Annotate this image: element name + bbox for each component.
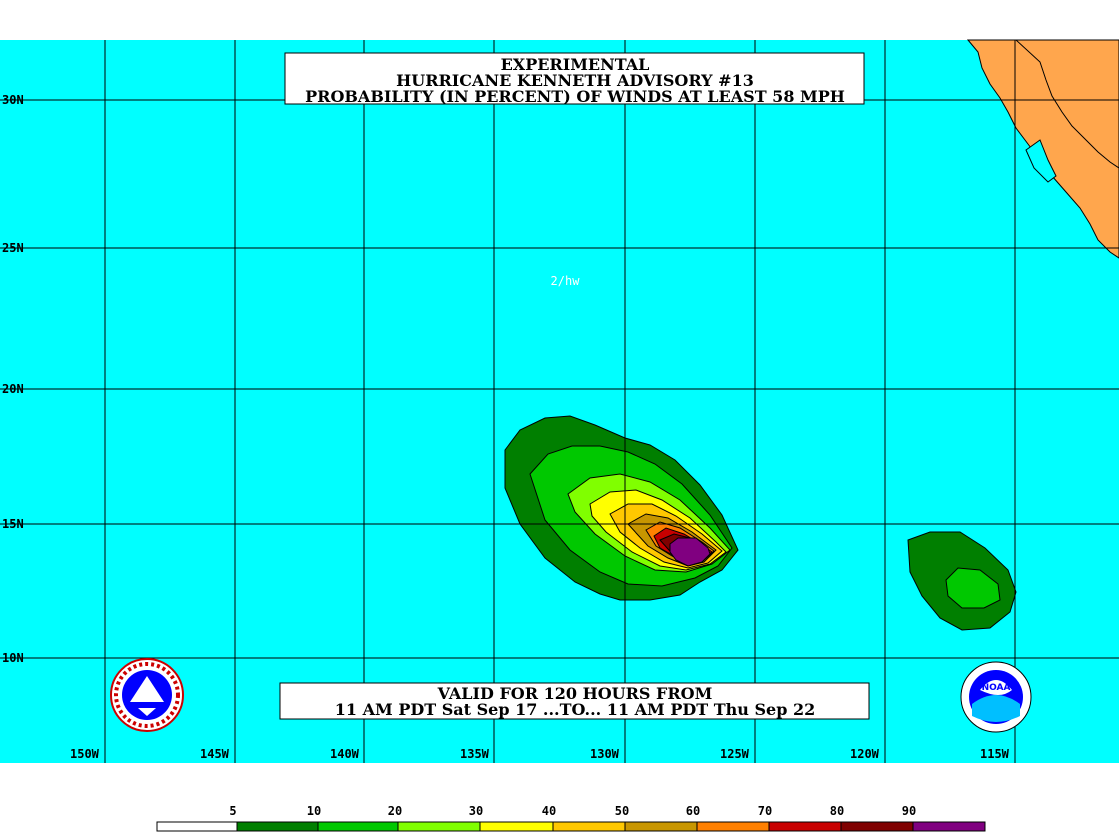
land-mexico	[966, 39, 1119, 259]
valid-period-box: VALID FOR 120 HOURS FROM 11 AM PDT Sat S…	[279, 682, 870, 720]
nws-logo	[110, 658, 184, 732]
title-line-3: PROBABILITY (IN PERCENT) OF WINDS AT LEA…	[305, 87, 845, 106]
title-line-1: EXPERIMENTAL	[501, 55, 650, 74]
legend-swatch	[156, 821, 238, 832]
legend-labels: 5 10 20 30 40 50 60 70 80 90	[229, 804, 916, 818]
noaa-logo: NOAA	[960, 661, 1032, 733]
lon-label: 145W	[200, 747, 230, 761]
legend-swatch	[624, 821, 698, 832]
legend-swatch	[768, 821, 842, 832]
legend-label: 20	[388, 804, 402, 818]
legend-swatch	[479, 821, 554, 832]
longitude-labels: 150W 145W 140W 135W 130W 125W 120W 115W	[70, 747, 1010, 761]
legend-swatch	[236, 821, 319, 832]
legend-swatch	[912, 821, 986, 832]
title-box: EXPERIMENTAL HURRICANE KENNETH ADVISORY …	[284, 52, 865, 106]
legend-label: 50	[615, 804, 629, 818]
title-line-2: HURRICANE KENNETH ADVISORY #13	[396, 71, 754, 90]
latitude-labels: 30N 25N 20N 15N 10N	[2, 93, 24, 665]
probability-legend: 5 10 20 30 40 50 60 70 80 90	[156, 804, 986, 832]
svg-text:NOAA: NOAA	[982, 683, 1011, 693]
forecaster-note: 2/hw	[551, 274, 581, 288]
lon-label: 130W	[590, 747, 620, 761]
legend-label: 10	[307, 804, 321, 818]
lon-label: 150W	[70, 747, 100, 761]
lon-label: 140W	[330, 747, 360, 761]
legend-swatch	[552, 821, 626, 832]
legend-label: 5	[229, 804, 236, 818]
legend-label: 40	[542, 804, 556, 818]
legend-swatch	[840, 821, 914, 832]
legend-label: 60	[686, 804, 700, 818]
lat-label: 30N	[2, 93, 24, 107]
legend-swatch	[696, 821, 770, 832]
lat-label: 10N	[2, 651, 24, 665]
legend-label: 90	[902, 804, 916, 818]
legend-swatch	[397, 821, 481, 832]
lon-label: 115W	[980, 747, 1010, 761]
lat-lon-grid	[0, 40, 1119, 763]
legend-swatch	[317, 821, 399, 832]
probability-contours-secondary	[907, 531, 1017, 631]
legend-label: 30	[469, 804, 483, 818]
lat-label: 15N	[2, 517, 24, 531]
lat-label: 20N	[2, 382, 24, 396]
legend-swatches	[156, 821, 986, 832]
legend-label: 80	[830, 804, 844, 818]
legend-label: 70	[758, 804, 772, 818]
lon-label: 135W	[460, 747, 490, 761]
lon-label: 125W	[720, 747, 750, 761]
lat-label: 25N	[2, 241, 24, 255]
ocean-background	[0, 40, 1119, 763]
valid-line-1: VALID FOR 120 HOURS FROM	[437, 684, 713, 703]
probability-contours-main	[504, 415, 739, 601]
valid-line-2: 11 AM PDT Sat Sep 17 ...TO... 11 AM PDT …	[335, 700, 815, 719]
lon-label: 120W	[850, 747, 880, 761]
